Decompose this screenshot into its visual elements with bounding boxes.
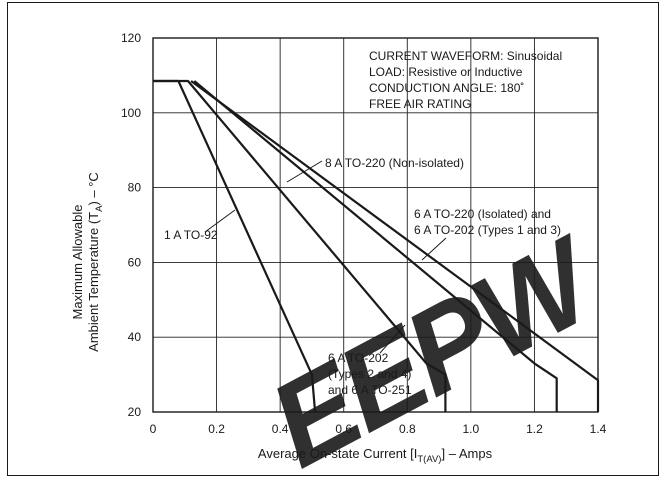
conditions-note: CURRENT WAVEFORM: Sinusoidal LOAD: Resis… — [369, 49, 562, 111]
leader-6a-to202 — [379, 324, 406, 354]
x-tick-label: 0 — [150, 422, 157, 436]
y-tick-label: 100 — [121, 106, 141, 120]
y-tick-label: 120 — [121, 31, 141, 45]
y-tick-label: 80 — [128, 181, 142, 195]
x-tick-label: 1.0 — [463, 422, 480, 436]
note-free-air: FREE AIR RATING — [369, 97, 471, 111]
y-tick-label: 20 — [128, 405, 142, 419]
x-axis-label: Average On-state Current [IT(AV)] – Amps — [258, 446, 493, 465]
watermark-logo: EEPW — [249, 210, 621, 482]
label-6a-to202-line1: 6 A TO-202 — [328, 351, 389, 365]
y-axis-label: Maximum Allowable Ambient Temperature (T… — [70, 172, 105, 352]
plot-border — [152, 37, 599, 413]
series-line-2 — [153, 79, 447, 412]
y-axis-label-line2: Ambient Temperature (TA) – °C — [86, 172, 105, 352]
y-axis-label-subscript: A — [94, 205, 105, 212]
y-tick-label: 40 — [128, 330, 142, 344]
x-tick-label: 0.6 — [335, 422, 352, 436]
note-waveform: CURRENT WAVEFORM: Sinusoidal — [369, 49, 562, 63]
watermark-text: EEPW — [249, 210, 621, 482]
watermark: EEPW — [249, 210, 621, 482]
note-conduction-angle: CONDUCTION ANGLE: 180˚ — [369, 81, 524, 95]
series-line-3 — [193, 80, 558, 412]
x-tick-label: 0.2 — [208, 422, 225, 436]
grid-lines — [153, 38, 598, 412]
y-tick-labels: 20 40 60 80 100 120 — [121, 31, 141, 419]
x-tick-label: 1.4 — [590, 422, 607, 436]
y-tick-label: 60 — [128, 255, 142, 269]
x-tick-label: 0.8 — [399, 422, 416, 436]
label-1a-to92: 1 A TO-92 — [164, 228, 218, 242]
label-6a-to220-line1: 6 A TO-220 (Isolated) and — [414, 207, 551, 221]
x-tick-labels: 0 0.2 0.4 0.6 0.8 1.0 1.2 1.4 — [150, 422, 607, 436]
label-6a-to202-line2: (Types 2 and 4) — [328, 367, 411, 381]
curve-labels: 8 A TO-220 (Non-isolated) 6 A TO-220 (Is… — [164, 156, 561, 397]
note-load: LOAD: Resistive or Inductive — [369, 65, 523, 79]
x-axis-label-subscript: T(AV) — [417, 454, 441, 465]
label-8a-to220: 8 A TO-220 (Non-isolated) — [325, 156, 464, 170]
leader-6a-to220 — [421, 237, 447, 261]
label-6a-to202-line3: and 6 A TO-251 — [328, 383, 412, 397]
label-leaders — [204, 160, 447, 354]
x-tick-label: 1.2 — [526, 422, 543, 436]
label-6a-to220-line2: 6 A TO-202 (Types 1 and 3) — [414, 223, 561, 237]
leader-1a-to92 — [204, 209, 236, 233]
leader-8a-to220 — [286, 160, 323, 183]
x-tick-label: 0.4 — [272, 422, 289, 436]
y-axis-label-line1: Maximum Allowable — [70, 205, 85, 320]
figure-frame — [7, 2, 659, 476]
